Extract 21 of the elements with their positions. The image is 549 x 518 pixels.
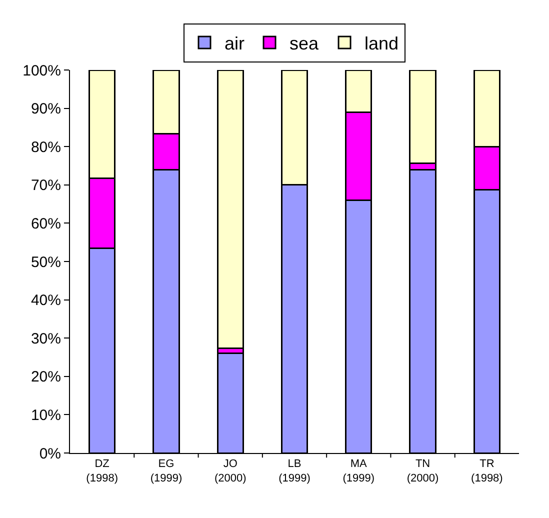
y-tick-label: 90% [30,100,61,118]
y-tick-label: 50% [30,254,61,271]
y-tick-label: 100% [22,62,61,80]
y-tick-label: 70% [30,177,61,194]
x-tick-label: EG (1999) [150,458,182,484]
y-tick-label: 60% [30,215,61,232]
y-tick-label: 0% [39,445,61,462]
y-tick-label: 30% [30,330,61,348]
x-tick-label: LB (1999) [278,458,310,484]
legend-label: land [364,34,399,54]
legend-label: sea [290,34,320,54]
y-tick-label: 80% [30,138,61,156]
y-tick-label: 40% [30,292,61,310]
x-tick-label: MA (1999) [342,458,375,484]
x-tick-label: TN (2000) [406,458,439,484]
y-tick-label: 20% [30,368,61,386]
legend-label: air [224,34,245,54]
x-tick-label: TR (1998) [471,458,503,484]
x-tick-label: DZ (1998) [86,458,118,484]
x-tick-label: JO (2000) [214,458,246,484]
y-tick-label: 10% [30,406,61,424]
